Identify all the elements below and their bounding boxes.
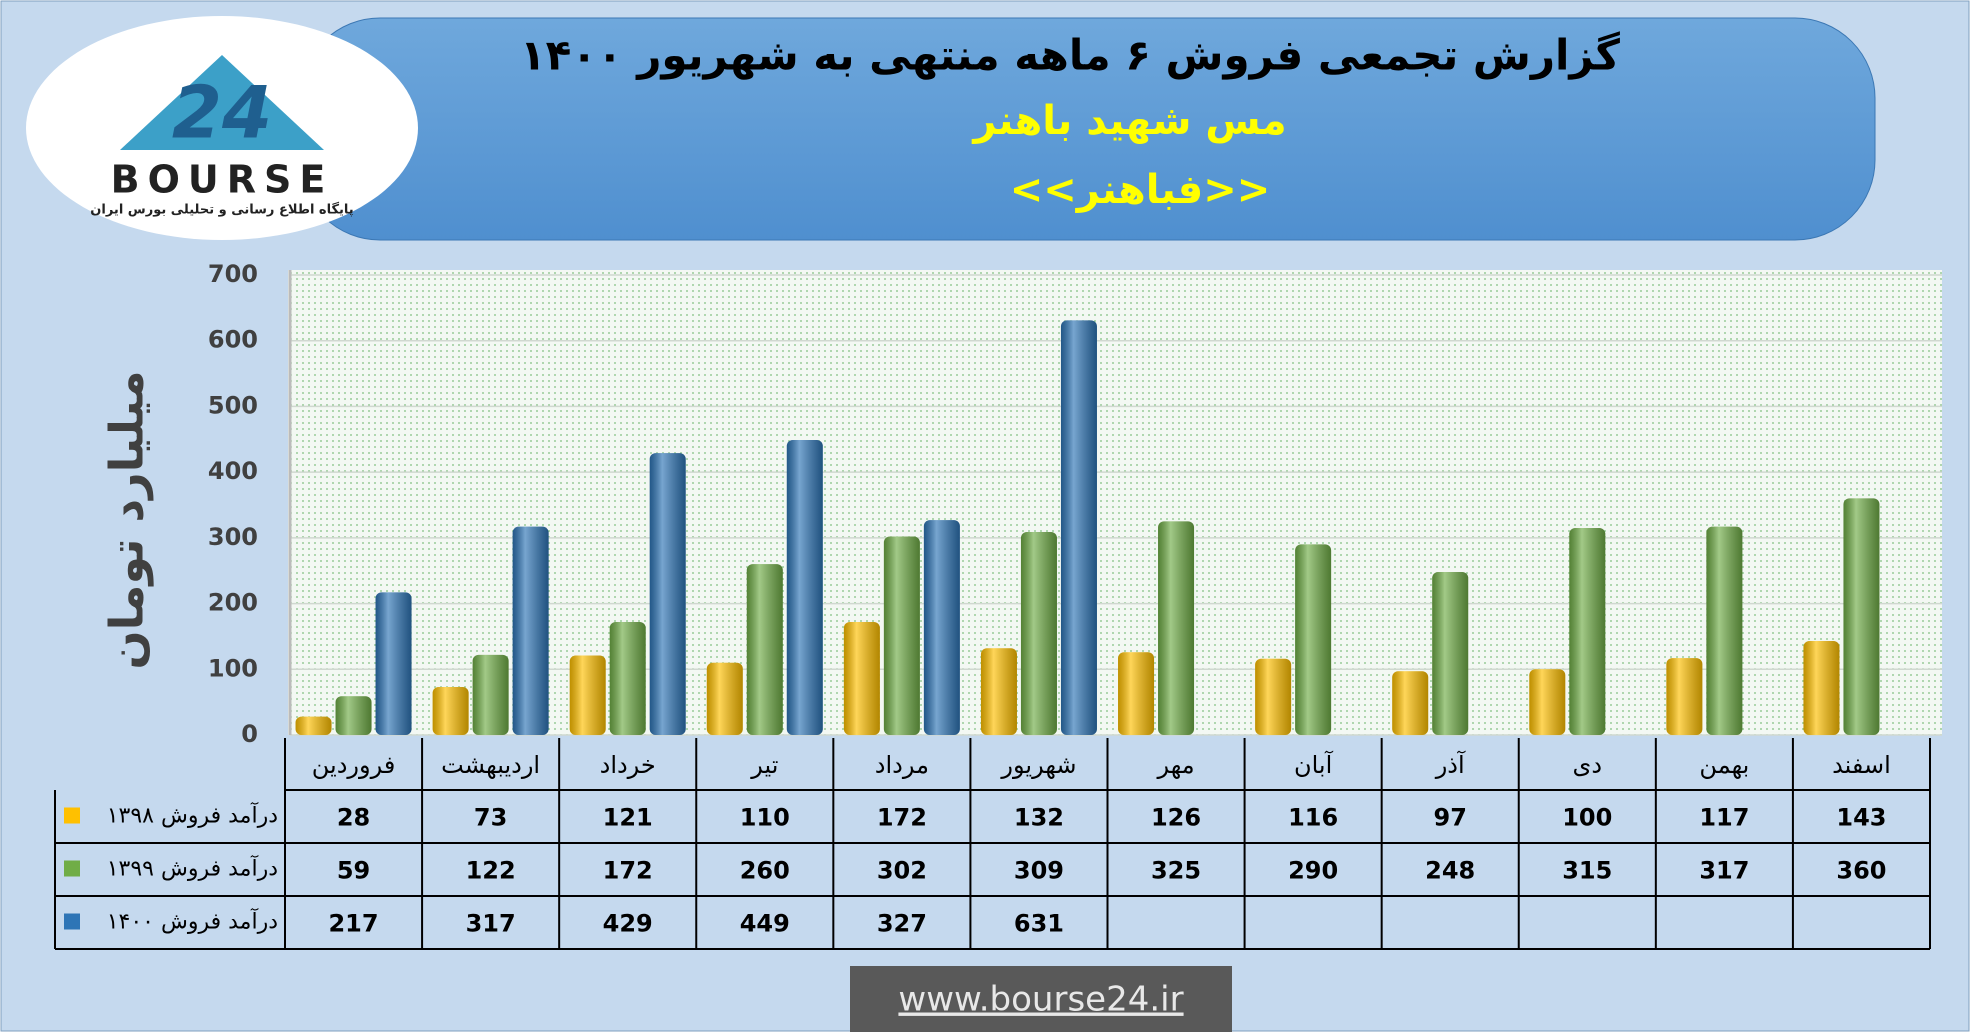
x-tick-label: اردیبهشت [441, 751, 540, 779]
x-tick-label: خرداد [600, 751, 656, 779]
table-value: 260 [740, 857, 790, 885]
x-tick-label: آذر [1435, 750, 1466, 779]
table-value: 360 [1836, 857, 1886, 885]
table-value: 143 [1836, 804, 1886, 832]
x-tick-label: اسفند [1832, 751, 1891, 779]
table-value: 429 [603, 910, 653, 938]
table-value: 172 [603, 857, 653, 885]
table-value: 59 [337, 857, 370, 885]
chart-symbol: <<فباهنر>> [1010, 167, 1271, 213]
y-tick-label: 400 [208, 457, 258, 485]
bar-shade [649, 453, 686, 735]
table-value: 217 [328, 910, 378, 938]
bar-shade [1392, 671, 1429, 735]
bar-shade [375, 592, 412, 735]
bar-shade [923, 520, 960, 735]
table-value: 132 [1014, 804, 1064, 832]
bar-shade [1569, 528, 1606, 735]
table-value: 110 [740, 804, 790, 832]
bar-shade [746, 564, 783, 735]
legend-label: درآمد فروش ۱۴۰۰ [107, 908, 278, 935]
legend-swatch [64, 913, 80, 930]
bar-shade [843, 621, 880, 735]
bar-shade [335, 696, 372, 735]
bar-shade [1158, 521, 1195, 735]
table-value: 100 [1562, 804, 1612, 832]
table-value: 122 [466, 857, 516, 885]
bar-shade [472, 654, 509, 735]
table-value: 315 [1562, 857, 1612, 885]
bar-shade [1529, 669, 1566, 735]
y-tick-label: 300 [208, 523, 258, 551]
legend-label: درآمد فروش ۱۳۹۹ [107, 855, 278, 882]
table-value: 248 [1425, 857, 1475, 885]
x-tick-label: تیر [750, 751, 778, 779]
table-value: 290 [1288, 857, 1338, 885]
table-value: 172 [877, 804, 927, 832]
table-value: 28 [337, 804, 370, 832]
bar-shade [706, 662, 743, 735]
table-value: 116 [1288, 804, 1338, 832]
x-tick-label: فروردین [312, 751, 396, 779]
bar-shade [569, 655, 606, 735]
bar-shade [1118, 652, 1155, 735]
bar-shade [512, 526, 549, 735]
x-tick-label: آبان [1294, 750, 1334, 779]
x-tick-label: شهریور [1000, 751, 1076, 779]
y-tick-label: 100 [208, 654, 258, 682]
logo-name: BOURSE [111, 158, 334, 202]
legend-swatch [64, 807, 80, 824]
legend-swatch [64, 860, 80, 877]
bar-shade [1255, 658, 1292, 735]
table-value: 73 [474, 804, 507, 832]
bar-shade [1706, 526, 1743, 735]
bar-shade [1843, 498, 1880, 735]
x-tick-label: دی [1573, 751, 1602, 779]
table-value: 117 [1699, 804, 1749, 832]
legend-label: درآمد فروش ۱۳۹۸ [107, 802, 278, 829]
table-value: 327 [877, 910, 927, 938]
x-tick-label: مهر [1156, 751, 1194, 779]
logo-mark: 24 [172, 71, 272, 155]
plot-area [288, 270, 1942, 735]
bar-shade [432, 687, 469, 735]
table-value: 126 [1151, 804, 1201, 832]
table-value: 317 [466, 910, 516, 938]
table-value: 302 [877, 857, 927, 885]
chart-title: گزارش تجمعی فروش ۶ ماهه منتهی به شهریور … [520, 31, 1620, 81]
bar-shade [295, 716, 332, 735]
y-tick-label: 600 [208, 326, 258, 354]
bar-shade [883, 536, 920, 735]
x-tick-label: بهمن [1699, 751, 1749, 779]
y-tick-label: 0 [241, 720, 258, 748]
logo-triangle [120, 55, 324, 150]
bar-shade [1020, 531, 1057, 735]
footer-url[interactable]: www.bourse24.ir [898, 980, 1183, 1020]
y-tick-label: 200 [208, 589, 258, 617]
bar-shade [609, 621, 646, 735]
chart-subtitle: مس شهید باهنر [971, 98, 1286, 144]
table-value: 449 [740, 910, 790, 938]
table-value: 317 [1699, 857, 1749, 885]
table-value: 309 [1014, 857, 1064, 885]
bar-shade [1432, 572, 1469, 735]
bar-shade [980, 648, 1017, 735]
bar-shade [1295, 544, 1332, 735]
y-axis-label: میلیارد تومان [100, 370, 154, 669]
bar-shade [786, 439, 823, 735]
bar-shade [1060, 320, 1097, 735]
table-value: 121 [603, 804, 653, 832]
table-value: 325 [1151, 857, 1201, 885]
table-value: 631 [1014, 910, 1064, 938]
y-tick-label: 500 [208, 391, 258, 419]
y-tick-label: 700 [208, 260, 258, 288]
footer-box [850, 966, 1232, 1032]
x-tick-label: مرداد [875, 751, 929, 779]
bar-shade [1803, 641, 1840, 735]
logo-tagline: پایگاه اطلاع رسانی و تحلیلی بورس ایران [90, 202, 353, 218]
bar-shade [1666, 658, 1703, 735]
table-value: 97 [1434, 804, 1467, 832]
